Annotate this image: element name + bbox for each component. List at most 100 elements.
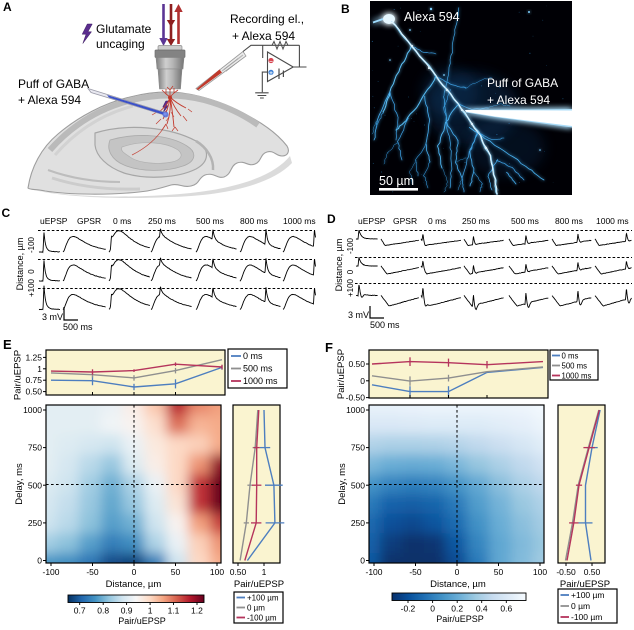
svg-text:uEPSP: uEPSP bbox=[358, 216, 386, 226]
svg-text:+100: +100 bbox=[346, 278, 355, 297]
svg-text:1000 ms: 1000 ms bbox=[596, 216, 629, 226]
svg-text:0: 0 bbox=[132, 567, 137, 577]
svg-text:Puff of GABA: Puff of GABA bbox=[18, 77, 89, 91]
svg-text:750: 750 bbox=[351, 443, 365, 453]
svg-text:+100 µm: +100 µm bbox=[571, 590, 605, 600]
svg-text:0: 0 bbox=[430, 604, 435, 614]
svg-text:250 ms: 250 ms bbox=[148, 216, 176, 226]
svg-text:1.2: 1.2 bbox=[191, 606, 203, 616]
svg-text:0.50: 0.50 bbox=[25, 387, 42, 397]
svg-text:50 µm: 50 µm bbox=[379, 174, 414, 188]
svg-text:0 ms: 0 ms bbox=[562, 351, 579, 360]
svg-text:-0.50: -0.50 bbox=[556, 567, 576, 577]
svg-text:GPSR: GPSR bbox=[393, 216, 417, 226]
svg-text:-100 µm: -100 µm bbox=[247, 613, 277, 622]
svg-text:+100 µm: +100 µm bbox=[247, 593, 279, 602]
svg-text:750: 750 bbox=[28, 443, 42, 453]
svg-text:500 ms: 500 ms bbox=[511, 216, 539, 226]
svg-text:Recording el.,: Recording el., bbox=[230, 12, 304, 26]
svg-text:0: 0 bbox=[37, 556, 42, 566]
svg-text:1: 1 bbox=[37, 364, 42, 374]
svg-text:Pair/uEPSP: Pair/uEPSP bbox=[560, 579, 610, 590]
svg-text:E: E bbox=[3, 337, 12, 352]
svg-text:+ Alexa 594: + Alexa 594 bbox=[18, 93, 81, 107]
svg-text:0.9: 0.9 bbox=[121, 606, 133, 616]
svg-text:3 mV: 3 mV bbox=[42, 312, 63, 322]
svg-text:250: 250 bbox=[28, 518, 42, 528]
svg-text:100: 100 bbox=[210, 567, 224, 577]
svg-text:1000 ms: 1000 ms bbox=[562, 371, 592, 380]
svg-text:500: 500 bbox=[28, 480, 42, 490]
svg-text:500 ms: 500 ms bbox=[63, 322, 93, 332]
svg-text:500 ms: 500 ms bbox=[370, 320, 400, 330]
svg-text:-100: -100 bbox=[365, 567, 382, 577]
svg-text:Distance, µm: Distance, µm bbox=[334, 239, 344, 292]
svg-text:1000: 1000 bbox=[346, 405, 365, 415]
svg-text:A: A bbox=[3, 0, 12, 14]
svg-text:0.50: 0.50 bbox=[348, 359, 365, 369]
svg-text:100: 100 bbox=[533, 567, 547, 577]
svg-text:Alexa 594: Alexa 594 bbox=[404, 10, 460, 24]
svg-text:Distance, µm: Distance, µm bbox=[106, 579, 162, 590]
svg-text:0.50: 0.50 bbox=[584, 567, 601, 577]
svg-text:-50: -50 bbox=[409, 567, 422, 577]
svg-text:1.25: 1.25 bbox=[25, 352, 42, 362]
svg-text:0.4: 0.4 bbox=[476, 604, 488, 614]
svg-text:-100: -100 bbox=[346, 237, 355, 254]
svg-text:0 ms: 0 ms bbox=[243, 351, 263, 361]
svg-text:D: D bbox=[327, 212, 336, 226]
svg-text:F: F bbox=[325, 340, 333, 355]
svg-text:Puff of GABA: Puff of GABA bbox=[487, 76, 558, 90]
svg-text:0: 0 bbox=[346, 269, 355, 274]
svg-text:1000: 1000 bbox=[23, 405, 42, 415]
svg-text:Pair/uEPSP: Pair/uEPSP bbox=[234, 579, 284, 590]
svg-text:C: C bbox=[2, 206, 11, 220]
svg-text:50: 50 bbox=[171, 567, 181, 577]
svg-text:B: B bbox=[341, 2, 350, 16]
svg-text:250: 250 bbox=[351, 518, 365, 528]
svg-text:Delay, ms: Delay, ms bbox=[337, 463, 348, 505]
svg-text:Pair/uEPSP: Pair/uEPSP bbox=[336, 349, 347, 399]
svg-text:uncaging: uncaging bbox=[96, 37, 145, 51]
svg-text:50: 50 bbox=[494, 567, 504, 577]
svg-text:0 µm: 0 µm bbox=[571, 601, 590, 611]
svg-text:-0.50: -0.50 bbox=[346, 393, 366, 403]
svg-text:250 ms: 250 ms bbox=[462, 216, 490, 226]
svg-text:Pair/uEPSP: Pair/uEPSP bbox=[118, 616, 166, 625]
svg-text:1.1: 1.1 bbox=[168, 606, 180, 616]
svg-text:-100: -100 bbox=[42, 567, 59, 577]
svg-text:+: + bbox=[269, 70, 273, 77]
svg-text:Delay, ms: Delay, ms bbox=[14, 463, 25, 505]
svg-text:0 ms: 0 ms bbox=[428, 216, 446, 226]
svg-text:GPSR: GPSR bbox=[77, 216, 101, 226]
svg-text:+100: +100 bbox=[27, 278, 36, 297]
svg-text:0.6: 0.6 bbox=[500, 604, 512, 614]
svg-text:0 µm: 0 µm bbox=[247, 603, 265, 612]
svg-text:1: 1 bbox=[262, 567, 267, 577]
svg-text:Pair/uEPSP: Pair/uEPSP bbox=[13, 350, 24, 400]
svg-text:0: 0 bbox=[27, 269, 36, 274]
svg-text:0.50: 0.50 bbox=[230, 567, 247, 577]
svg-text:0: 0 bbox=[455, 567, 460, 577]
svg-text:500 ms: 500 ms bbox=[562, 361, 588, 370]
svg-text:800 ms: 800 ms bbox=[555, 216, 583, 226]
svg-text:–: – bbox=[269, 58, 273, 65]
svg-text:3 mV: 3 mV bbox=[348, 310, 369, 320]
svg-text:-0.2: -0.2 bbox=[401, 604, 416, 614]
svg-text:1000 ms: 1000 ms bbox=[243, 376, 278, 386]
svg-text:Distance, µm: Distance, µm bbox=[15, 238, 25, 291]
svg-text:500: 500 bbox=[351, 480, 365, 490]
svg-text:500 ms: 500 ms bbox=[196, 216, 224, 226]
svg-text:0: 0 bbox=[360, 376, 365, 386]
svg-text:0.7: 0.7 bbox=[74, 606, 86, 616]
svg-text:-100 µm: -100 µm bbox=[571, 612, 602, 622]
svg-text:-100: -100 bbox=[27, 236, 36, 253]
svg-text:-50: -50 bbox=[86, 567, 99, 577]
svg-text:0 ms: 0 ms bbox=[113, 216, 131, 226]
svg-text:Distance, µm: Distance, µm bbox=[430, 579, 486, 590]
svg-text:+ Alexa 594: + Alexa 594 bbox=[232, 29, 295, 43]
svg-text:1: 1 bbox=[148, 606, 153, 616]
svg-text:800 ms: 800 ms bbox=[240, 216, 268, 226]
svg-text:uEPSP: uEPSP bbox=[40, 216, 68, 226]
svg-text:0.8: 0.8 bbox=[97, 606, 109, 616]
